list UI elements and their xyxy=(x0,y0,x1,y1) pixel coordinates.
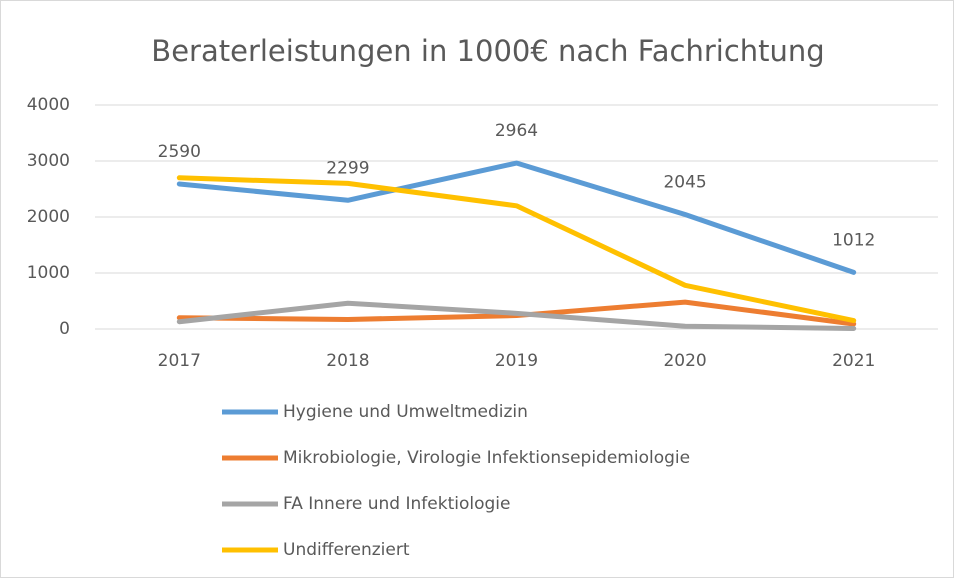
data-label: 2590 xyxy=(158,142,201,162)
data-label: 1012 xyxy=(832,230,875,250)
legend-label: Hygiene und Umweltmedizin xyxy=(283,402,528,422)
data-label: 2964 xyxy=(495,121,538,141)
x-tick-label: 2019 xyxy=(495,351,538,371)
legend-label: Undifferenziert xyxy=(283,540,410,560)
x-tick-label: 2017 xyxy=(158,351,201,371)
y-tick-label: 1000 xyxy=(27,263,70,283)
y-tick-label: 0 xyxy=(59,319,70,339)
legend-label: Mikrobiologie, Virologie Infektionsepide… xyxy=(283,448,690,468)
series-line xyxy=(176,175,857,324)
x-tick-label: 2020 xyxy=(663,351,706,371)
data-label: 2045 xyxy=(663,172,706,192)
y-tick-label: 3000 xyxy=(27,151,70,171)
y-tick-label: 2000 xyxy=(27,207,70,227)
series-line xyxy=(176,300,857,331)
data-label: 2299 xyxy=(326,158,369,178)
legend-label: FA Innere und Infektiologie xyxy=(283,494,510,514)
chart-title: Beraterleistungen in 1000€ nach Fachrich… xyxy=(151,34,824,68)
x-tick-label: 2018 xyxy=(326,351,369,371)
x-tick-label: 2021 xyxy=(832,351,875,371)
series-line xyxy=(176,160,857,275)
y-tick-label: 4000 xyxy=(27,95,70,115)
